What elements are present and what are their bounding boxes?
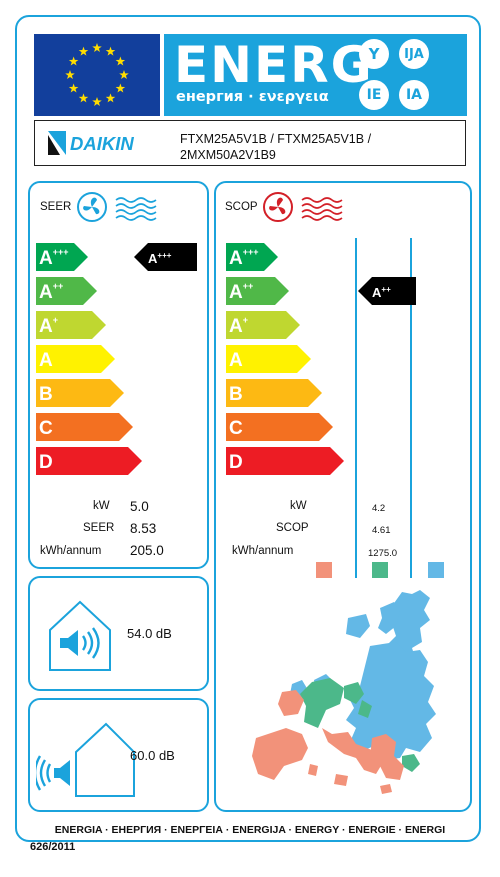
seer-value: 8.53 bbox=[130, 521, 157, 536]
eu-star-icon bbox=[115, 83, 126, 93]
cooling-class-label: D bbox=[39, 452, 53, 473]
scop-value: 4.61 bbox=[372, 525, 391, 536]
cooling-class-bar: A bbox=[36, 345, 115, 373]
outdoor-noise-panel bbox=[28, 698, 209, 812]
suffix-ija: IJA bbox=[399, 39, 429, 69]
eu-star-icon bbox=[78, 93, 89, 103]
eu-star-icon bbox=[92, 43, 102, 53]
footer-languages: ENERGIA · ЕНЕРГИЯ · ΕΝΕΡΓΕΙΑ · ENERGIJA … bbox=[54, 824, 446, 836]
eu-star-icon bbox=[105, 93, 116, 103]
heating-kwh-label: kWh/annum bbox=[232, 545, 294, 557]
cooling-kwh-label: kWh/annum bbox=[40, 545, 102, 557]
zone-colder-swatch bbox=[428, 562, 444, 578]
heating-kw-label: kW bbox=[290, 500, 307, 512]
heating-kw-value: 4.2 bbox=[372, 503, 386, 514]
eu-star-icon bbox=[68, 83, 79, 93]
heating-label: SCOP bbox=[225, 201, 258, 213]
cooling-rating-pointer: A+++ bbox=[134, 243, 197, 271]
eu-flag-icon bbox=[34, 34, 160, 116]
cooling-class-bar: A+ bbox=[36, 311, 106, 339]
cooling-class-bar: B bbox=[36, 379, 124, 407]
heating-class-bar: A+ bbox=[226, 311, 300, 339]
eu-star-icon bbox=[92, 97, 102, 107]
cooling-kwh-value: 205.0 bbox=[130, 543, 164, 558]
suffix-ia: IA bbox=[399, 80, 429, 110]
indoor-noise-panel bbox=[28, 576, 209, 691]
cooling-class-bar: A++ bbox=[36, 277, 97, 305]
supplier-box bbox=[34, 120, 466, 166]
seer-label: SEER bbox=[83, 522, 115, 534]
heating-class-bar: A bbox=[226, 345, 311, 373]
zone-divider-2 bbox=[410, 238, 412, 578]
eu-star-icon bbox=[115, 56, 126, 66]
model-identifier: FTXM25A5V1B / FTXM25A5V1B / 2MXM50A2V1B9 bbox=[180, 131, 371, 163]
eu-star-icon bbox=[65, 70, 75, 80]
outdoor-speaker-icon bbox=[36, 722, 135, 797]
cooling-class-bar: C bbox=[36, 413, 133, 441]
cooling-class-bar: A+++ bbox=[36, 243, 88, 271]
cooling-class-label: C bbox=[39, 418, 53, 439]
heating-class-label: D bbox=[229, 452, 243, 473]
heating-class-bar: C bbox=[226, 413, 333, 441]
model-line-1: FTXM25A5V1B / FTXM25A5V1B / bbox=[180, 132, 372, 146]
cooling-panel bbox=[28, 181, 209, 569]
label-frame bbox=[15, 15, 481, 842]
indoor-noise-value: 54.0 dB bbox=[127, 626, 172, 641]
zone-divider-1 bbox=[355, 238, 357, 578]
eu-star-icon bbox=[119, 70, 129, 80]
eu-star-icon bbox=[68, 56, 79, 66]
eu-star-icon bbox=[78, 46, 89, 56]
heating-kwh-value: 1275.0 bbox=[368, 548, 398, 559]
outdoor-noise-value: 60.0 dB bbox=[130, 748, 175, 763]
regulation-number: 626/2011 bbox=[30, 841, 76, 853]
model-line-2: 2MXM50A2V1B9 bbox=[180, 148, 276, 162]
cooling-class-label: B bbox=[39, 384, 53, 405]
zone-average-swatch bbox=[372, 562, 388, 578]
cooling-class-bar: D bbox=[36, 447, 142, 475]
eu-star-icon bbox=[105, 46, 116, 56]
daikin-logo: DAIKIN bbox=[46, 129, 168, 161]
zone-warmer-swatch bbox=[316, 562, 332, 578]
cooling-kw-value: 5.0 bbox=[130, 499, 149, 514]
heating-class-bar: B bbox=[226, 379, 322, 407]
europe-climate-map bbox=[252, 590, 436, 794]
heating-rating-pointer: A++ bbox=[358, 277, 416, 305]
heating-class-bar: A++ bbox=[226, 277, 289, 305]
indoor-speaker-icon bbox=[49, 600, 111, 671]
cooling-kw-label: kW bbox=[93, 500, 110, 512]
brand-name: DAIKIN bbox=[70, 133, 134, 154]
energ-subtitle: енергия · ενεργεια bbox=[176, 89, 329, 105]
suffix-ie: IE bbox=[359, 80, 389, 110]
heating-class-bar: A+++ bbox=[226, 243, 278, 271]
cooling-fan-icon bbox=[77, 192, 157, 222]
scop-label: SCOP bbox=[276, 522, 309, 534]
suffix-y: Y bbox=[359, 39, 389, 69]
cooling-label: SEER bbox=[40, 201, 72, 213]
cooling-class-label: A bbox=[39, 350, 53, 371]
heating-panel bbox=[214, 181, 472, 812]
energ-title: ENERG bbox=[174, 36, 374, 94]
heating-class-bar: D bbox=[226, 447, 344, 475]
heating-fan-icon bbox=[263, 192, 343, 222]
heating-class-label: C bbox=[229, 418, 243, 439]
heating-class-label: B bbox=[229, 384, 243, 405]
heating-class-label: A bbox=[229, 350, 243, 371]
